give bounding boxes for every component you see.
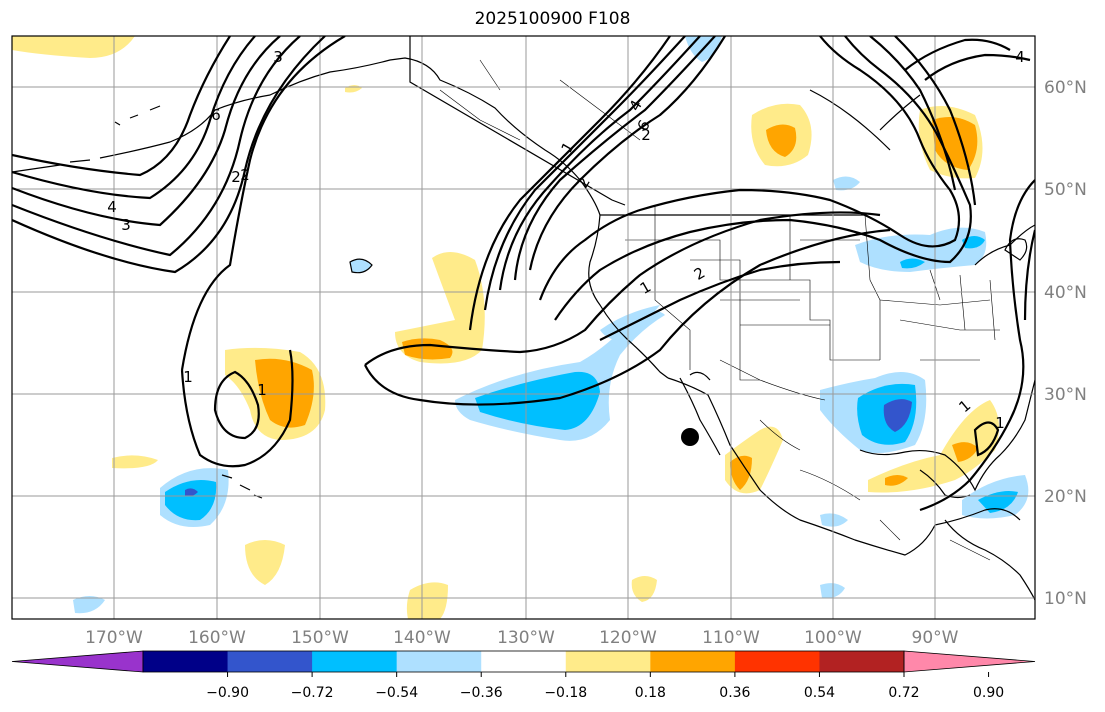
colorbar-tick-label: −0.18 bbox=[544, 685, 587, 701]
colorbar-segment bbox=[565, 651, 651, 672]
coastlines bbox=[12, 36, 1035, 601]
strong-negative-anomaly-area bbox=[165, 479, 217, 521]
positive-anomaly-area bbox=[112, 455, 158, 469]
negative-anomaly-area bbox=[350, 259, 372, 273]
colorbar-tick-label: 0.18 bbox=[635, 685, 666, 701]
latitude-tick-label: 20°N bbox=[1044, 487, 1087, 507]
state-borders bbox=[439, 59, 1000, 561]
colorbar-segment bbox=[227, 651, 313, 672]
colorbar-segment bbox=[819, 651, 905, 672]
map-title: 2025100900 F108 bbox=[474, 9, 631, 29]
negative-anomaly-area bbox=[73, 596, 105, 614]
colorbar-tick-label: −0.72 bbox=[291, 685, 334, 701]
strong-positive-anomaly-area bbox=[402, 338, 453, 360]
negative-anomaly-area bbox=[855, 227, 987, 272]
contour-label: 1 bbox=[183, 368, 193, 386]
negative-anomaly-area bbox=[820, 513, 848, 527]
contour-label: 2 bbox=[240, 166, 250, 184]
map-frame bbox=[11, 35, 1036, 620]
colorbar-extend-high bbox=[903, 650, 1036, 673]
strong-positive-anomaly-area bbox=[255, 358, 314, 428]
positive-anomaly-area bbox=[868, 400, 999, 493]
contour-label: 3 bbox=[121, 216, 131, 234]
longitude-tick-label: 100°W bbox=[804, 628, 862, 648]
colorbar-tick-label: 0.90 bbox=[973, 685, 1004, 701]
positive-anomaly-area bbox=[631, 576, 657, 602]
positive-anomaly-area bbox=[245, 540, 285, 585]
longitude-tick-label: 150°W bbox=[291, 628, 349, 648]
contour-label: 2 bbox=[641, 126, 651, 144]
strong-positive-anomaly-area bbox=[766, 124, 797, 157]
positive-anomaly-area bbox=[395, 251, 485, 364]
latitude-tick-label: 10°N bbox=[1044, 589, 1087, 609]
colorbar-tick-label: 0.54 bbox=[804, 685, 835, 701]
longitude-tick-labels: 170°W 160°W 150°W 140°W 130°W 120°W 110°W 100°W… bbox=[85, 628, 959, 648]
contour-label: 4 bbox=[107, 198, 117, 216]
stronger-negative-anomaly-area bbox=[185, 488, 198, 497]
colorbar-frame bbox=[142, 650, 905, 673]
longitude-tick-label: 130°W bbox=[497, 628, 555, 648]
stronger-negative-anomaly-area bbox=[883, 399, 912, 432]
positive-anomaly-area bbox=[406, 582, 448, 619]
colorbar-tick-label: −0.36 bbox=[460, 685, 503, 701]
longitude-tick-label: 170°W bbox=[85, 628, 143, 648]
colorbar-tick-labels: −0.90 −0.72 −0.54 −0.36 −0.18 0.18 0.36 0.54 0.7… bbox=[206, 672, 1004, 701]
colorbar-segment bbox=[312, 651, 398, 672]
colorbar-tick-label: 0.36 bbox=[719, 685, 750, 701]
longitude-tick-label: 120°W bbox=[599, 628, 657, 648]
map-background bbox=[12, 36, 1035, 619]
negative-anomaly-area bbox=[833, 176, 860, 191]
map-grid bbox=[12, 36, 1035, 619]
contour-label: 6 bbox=[211, 106, 221, 124]
storm-marker-icon bbox=[681, 428, 699, 446]
colorbar-tick-label: −0.54 bbox=[375, 685, 418, 701]
colorbar bbox=[11, 650, 1036, 673]
longitude-tick-label: 140°W bbox=[393, 628, 451, 648]
longitude-tick-label: 110°W bbox=[702, 628, 760, 648]
strong-positive-anomaly-area bbox=[952, 442, 978, 462]
latitude-tick-label: 60°N bbox=[1044, 78, 1087, 98]
longitude-tick-label: 90°W bbox=[912, 628, 959, 648]
latitude-tick-label: 30°N bbox=[1044, 385, 1087, 405]
contour-label: 2 bbox=[231, 168, 241, 186]
colorbar-extend-low bbox=[11, 650, 144, 673]
colorbar-segment bbox=[396, 651, 482, 672]
colorbar-tick-label: 0.72 bbox=[888, 685, 919, 701]
colorbar-segment bbox=[143, 651, 229, 672]
latitude-tick-labels: 60°N 50°N 40°N 30°N 20°N 10°N bbox=[1044, 78, 1087, 609]
strong-positive-anomaly-area bbox=[730, 455, 752, 490]
longitude-tick-label: 160°W bbox=[188, 628, 246, 648]
strong-negative-anomaly-area bbox=[900, 258, 925, 269]
strong-positive-anomaly-area bbox=[885, 475, 908, 486]
positive-anomaly-area bbox=[12, 36, 135, 58]
contour-label: 1 bbox=[995, 414, 1005, 432]
colorbar-segment bbox=[650, 651, 736, 672]
colorbar-segment bbox=[734, 651, 820, 672]
contour-label: 4 bbox=[1015, 48, 1025, 66]
contour-label: 3 bbox=[273, 48, 283, 66]
colorbar-segment bbox=[481, 651, 567, 672]
latitude-tick-label: 40°N bbox=[1044, 283, 1087, 303]
colorbar-tick-label: −0.90 bbox=[206, 685, 249, 701]
contour-lines bbox=[12, 36, 1035, 512]
latitude-tick-label: 50°N bbox=[1044, 180, 1087, 200]
contour-label: 1 bbox=[257, 381, 267, 399]
